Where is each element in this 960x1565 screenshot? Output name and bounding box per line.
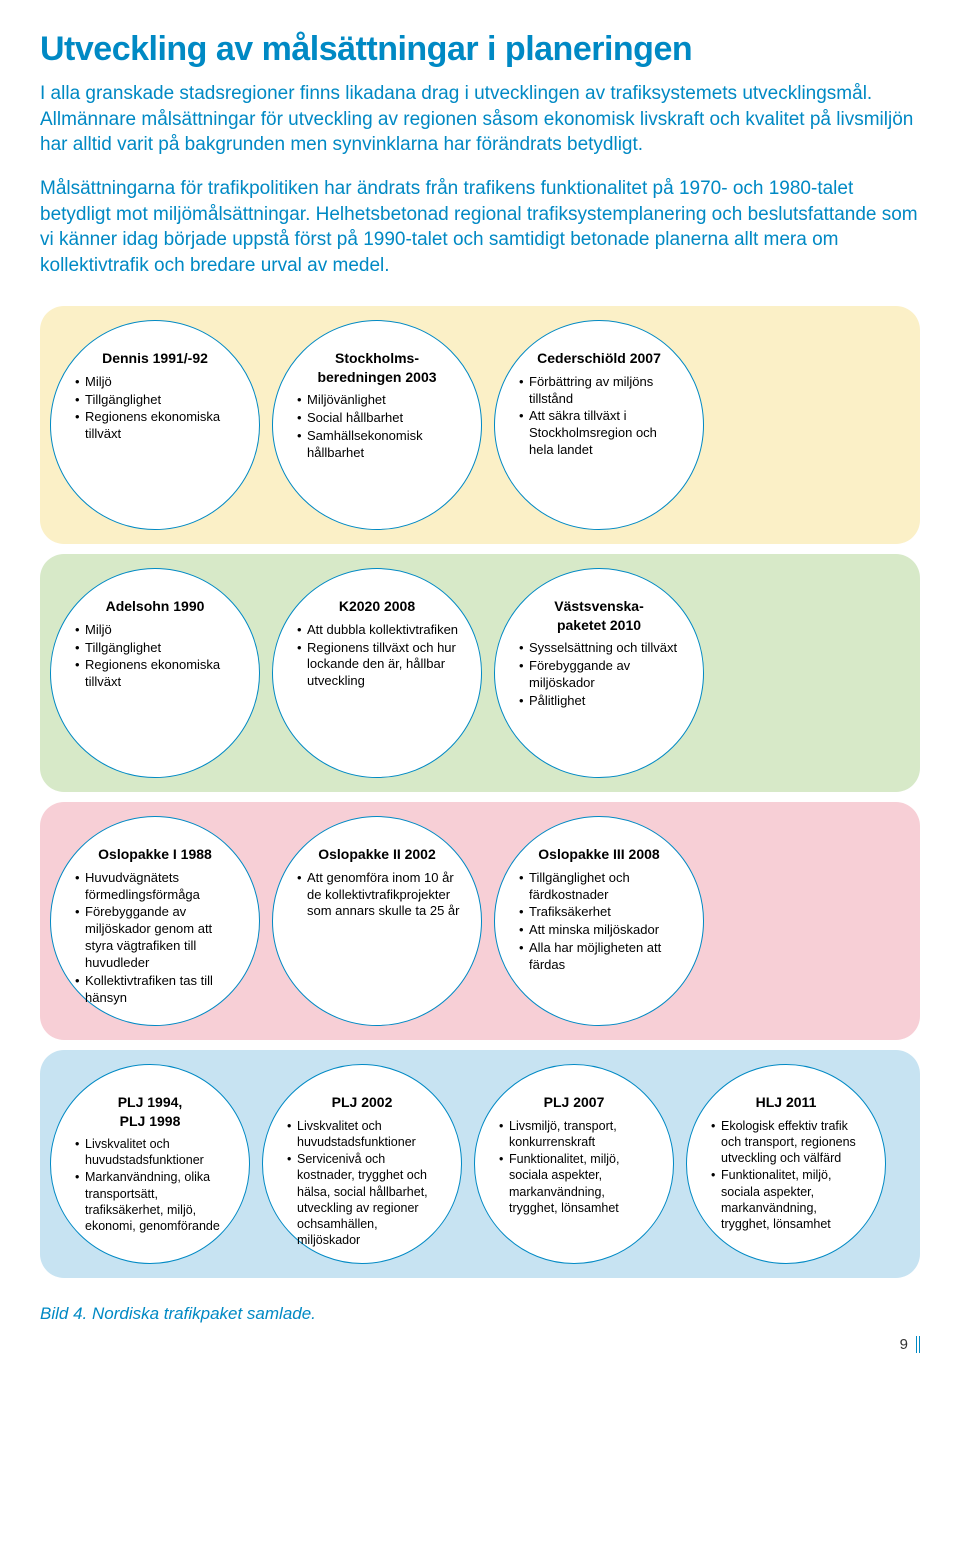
circle-title: K2020 2008 [291,597,463,615]
circle-1-0: Adelsohn 1990 MiljöTillgänglighetRegionen… [50,568,260,778]
circle-title: Oslopakke II 2002 [291,845,463,863]
circle-list: MiljövänlighetSocial hållbarhetSamhällse… [291,392,463,463]
circle-3-1: PLJ 2002 Livskvalitet och huvudstadsfunkt… [262,1064,462,1264]
circle-list: Att dubbla kollektivtrafikenRegionens ti… [291,622,463,692]
circle-item: Sysselsättning och tillväxt [519,640,685,657]
circle-title: PLJ 2007 [493,1093,655,1111]
circle-item: Markanvändning, olika transportsätt, tra… [75,1169,231,1234]
circle-title: Västsvenska-paketet 2010 [513,597,685,633]
circle-0-1: Stockholms-beredningen 2003 Miljövänlighe… [272,320,482,530]
circle-list: Förbättring av miljöns tillståndAtt säkr… [513,374,685,460]
circle-item: Pålitlighet [519,693,685,710]
intro-paragraph: I alla granskade stadsregioner finns lik… [40,81,920,158]
circle-2-0: Oslopakke I 1988 Huvudvägnätets förmedlin… [50,816,260,1026]
circle-title: Cederschiöld 2007 [513,349,685,367]
page-number: 9 [40,1336,920,1353]
diagram-row-1: Adelsohn 1990MiljöTillgänglighetRegionen… [40,554,920,792]
circle-1-2: Västsvenska-paketet 2010 Sysselsättning o… [494,568,704,778]
circle-3-3: HLJ 2011 Ekologisk effektiv trafik och tr… [686,1064,886,1264]
circle-item: Tillgänglighet [75,640,241,657]
circle-item: Samhällsekonomisk hållbarhet [297,428,463,462]
circle-item: Ekologisk effektiv trafik och transport,… [711,1118,867,1167]
circle-list: Livskvalitet och huvudstadsfunktionerSer… [281,1118,443,1250]
circle-3-0: PLJ 1994,PLJ 1998 Livskvalitet och huvuds… [50,1064,250,1264]
circle-list: Ekologisk effektiv trafik och transport,… [705,1118,867,1234]
circle-title: Stockholms-beredningen 2003 [291,349,463,385]
circle-list: MiljöTillgänglighetRegionens ekonomiska … [69,374,241,445]
circle-item: Livskvalitet och huvudstadsfunktioner [287,1118,443,1151]
circle-item: Servicenivå och kostnader, trygghet och … [287,1151,443,1249]
circle-item: Regionens ekonomiska tillväxt [75,409,241,443]
circle-item: Att minska miljöskador [519,922,685,939]
circle-item: Livsmiljö, transport, konkurrenskraft [499,1118,655,1151]
figure-caption: Bild 4. Nordiska trafikpaket samlade. [40,1304,920,1324]
circle-item: Funktionalitet, miljö, sociala aspekter,… [499,1151,655,1216]
circle-title: Oslopakke III 2008 [513,845,685,863]
circle-title: Adelsohn 1990 [69,597,241,615]
circle-list: MiljöTillgänglighetRegionens ekonomiska … [69,622,241,693]
circle-item: Trafiksäkerhet [519,904,685,921]
circle-list: Tillgänglighet och färdkostnaderTrafiksä… [513,870,685,975]
body-paragraph: Målsättningarna för trafikpolitiken har … [40,176,920,279]
diagram-row-3: PLJ 1994,PLJ 1998 Livskvalitet och huvuds… [40,1050,920,1278]
circle-item: Tillgänglighet och färdkostnader [519,870,685,904]
circle-item: Social hållbarhet [297,410,463,427]
circle-item: Kollektivtrafiken tas till hänsyn [75,973,241,1007]
circle-item: Att dubbla kollektivtrafiken [297,622,463,639]
circle-0-2: Cederschiöld 2007 Förbättring av miljöns … [494,320,704,530]
circle-item: Regionens ekonomiska tillväxt [75,657,241,691]
circle-item: Miljö [75,374,241,391]
circle-item: Att genomföra inom 10 år de kollektivtra… [297,870,463,921]
diagram-row-2: Oslopakke I 1988 Huvudvägnätets förmedlin… [40,802,920,1040]
circle-2-1: Oslopakke II 2002 Att genomföra inom 10 å… [272,816,482,1026]
diagram-rows: Dennis 1991/-92MiljöTillgänglighetRegion… [40,306,920,1278]
circle-item: Förebyggande av miljöskador [519,658,685,692]
circle-item: Regionens tillväxt och hur lockande den … [297,640,463,691]
circle-item: Att säkra tillväxt i Stockholmsregion oc… [519,408,685,459]
circle-item: Miljövänlighet [297,392,463,409]
circle-0-0: Dennis 1991/-92 MiljöTillgänglighetRegion… [50,320,260,530]
circle-title: PLJ 1994,PLJ 1998 [69,1093,231,1129]
circle-item: Alla har möjligheten att färdas [519,940,685,974]
circle-list: Att genomföra inom 10 år de kollektivtra… [291,870,463,922]
circle-list: Huvudvägnätets förmedlingsförmågaFörebyg… [69,870,241,1008]
diagram-row-0: Dennis 1991/-92 MiljöTillgänglighetRegion… [40,306,920,544]
circle-item: Tillgänglighet [75,392,241,409]
circle-2-2: Oslopakke III 2008 Tillgänglighet och fär… [494,816,704,1026]
circle-item: Förebyggande av miljöskador genom att st… [75,904,241,972]
circle-title: Oslopakke I 1988 [69,845,241,863]
circle-item: Livskvalitet och huvudstadsfunktioner [75,1136,231,1169]
circle-item: Förbättring av miljöns tillstånd [519,374,685,408]
circle-list: Livsmiljö, transport, konkurrenskraftFun… [493,1118,655,1218]
circle-1-1: K2020 2008 Att dubbla kollektivtrafikenRe… [272,568,482,778]
circle-title: PLJ 2002 [281,1093,443,1111]
circle-title: Dennis 1991/-92 [69,349,241,367]
circle-item: Huvudvägnätets förmedlingsförmåga [75,870,241,904]
page-title: Utveckling av målsättningar i planeringe… [40,30,920,69]
circle-item: Funktionalitet, miljö, sociala aspekter,… [711,1167,867,1232]
circle-3-2: PLJ 2007 Livsmiljö, transport, konkurrens… [474,1064,674,1264]
circle-list: Sysselsättning och tillväxtFörebyggande … [513,640,685,711]
circle-title: HLJ 2011 [705,1093,867,1111]
circle-list: Livskvalitet och huvudstadsfunktionerMar… [69,1136,231,1236]
circle-item: Miljö [75,622,241,639]
